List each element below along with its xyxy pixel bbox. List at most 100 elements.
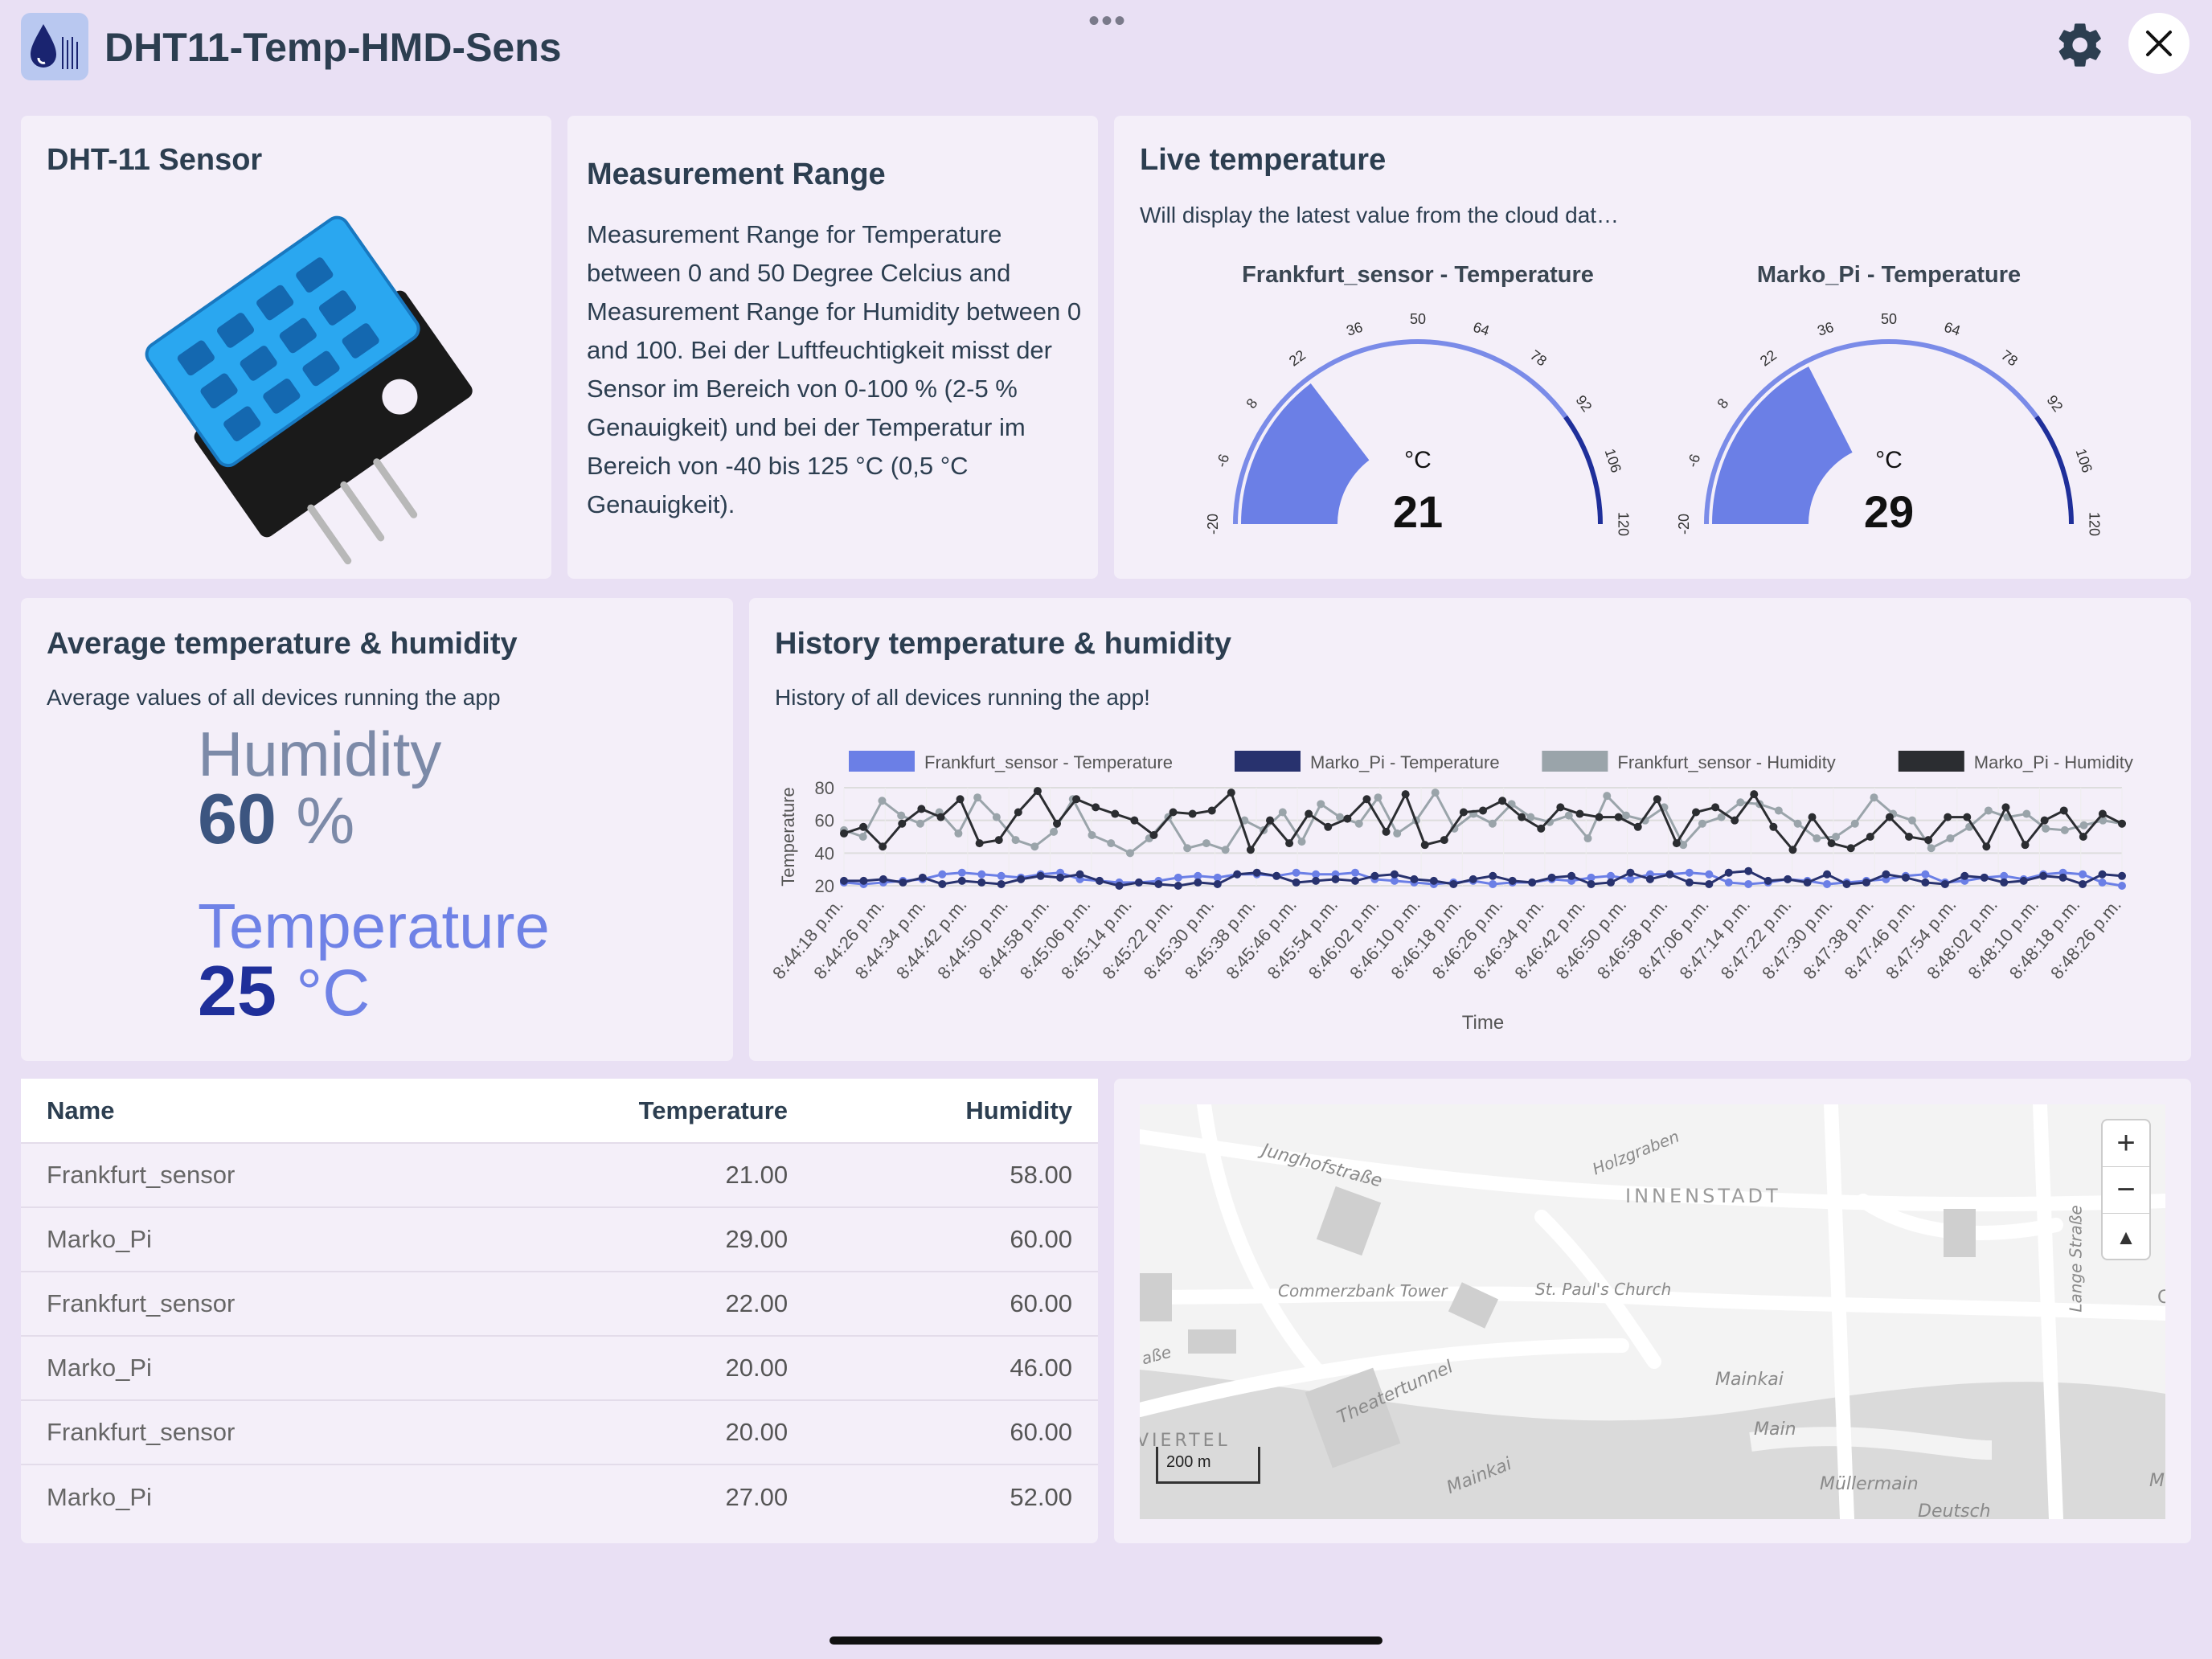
cell-temperature: 22.00 xyxy=(452,1271,814,1336)
data-point xyxy=(994,836,1003,845)
map-view[interactable]: Junghofstraße Holzgraben INNENSTADT Comm… xyxy=(1140,1104,2165,1519)
data-point xyxy=(1567,871,1576,880)
gauge-tick-label: 92 xyxy=(2044,392,2067,415)
data-point xyxy=(1351,876,1359,885)
table-row[interactable]: Frankfurt_sensor 22.00 60.00 xyxy=(21,1271,1098,1336)
data-point xyxy=(1393,829,1402,838)
table-row[interactable]: Marko_Pi 29.00 60.00 xyxy=(21,1206,1098,1272)
column-header-name[interactable]: Name xyxy=(21,1079,453,1143)
gauge-tick-label: 106 xyxy=(2073,447,2095,475)
temperature-gauge: -20 -6 8 22 36 50 64 78 92 106 120 xyxy=(1205,311,1632,536)
gear-icon[interactable] xyxy=(2054,19,2106,71)
column-header-temperature[interactable]: Temperature xyxy=(452,1079,814,1143)
data-point xyxy=(1351,868,1359,877)
window-menu-dots[interactable]: ••• xyxy=(1088,3,1128,39)
data-point xyxy=(1130,816,1139,825)
data-point xyxy=(1410,875,1419,883)
legend-label: Frankfurt_sensor - Temperature xyxy=(924,752,1173,772)
data-point xyxy=(2099,816,2108,825)
table-row[interactable]: Marko_Pi 20.00 46.00 xyxy=(21,1335,1098,1400)
close-button[interactable] xyxy=(2128,13,2189,74)
data-point xyxy=(1498,797,1507,805)
map-label: INNENSTADT xyxy=(1625,1185,1781,1207)
data-point xyxy=(1827,839,1836,848)
temperature-unit: °C xyxy=(296,956,371,1030)
data-point xyxy=(1266,816,1274,825)
data-point xyxy=(898,819,907,828)
data-point xyxy=(1547,873,1556,882)
data-point xyxy=(1382,827,1391,836)
data-point xyxy=(2000,871,2009,880)
data-point xyxy=(1233,870,1242,879)
cell-name: Frankfurt_sensor xyxy=(21,1142,453,1207)
data-point xyxy=(1808,813,1817,821)
app-title: DHT11-Temp-HMD-Sens xyxy=(104,25,562,70)
map-label: M xyxy=(2149,1471,2165,1491)
data-point xyxy=(1202,839,1210,848)
zoom-out-button[interactable]: − xyxy=(2103,1167,2149,1214)
legend-swatch xyxy=(849,751,915,772)
data-point xyxy=(1343,814,1352,823)
data-point xyxy=(1489,871,1497,880)
data-point xyxy=(1227,789,1235,797)
data-point xyxy=(1626,868,1635,877)
table-row[interactable]: Marko_Pi 27.00 52.00 xyxy=(21,1464,1098,1529)
gauge-fill xyxy=(1241,383,1370,524)
data-point xyxy=(1096,876,1104,885)
compass-button[interactable]: ▲ xyxy=(2116,1224,2136,1249)
data-point xyxy=(1850,819,1859,828)
gauge-tick-label: 78 xyxy=(1998,347,2021,370)
data-point xyxy=(936,813,945,821)
live-temperature-title: Live temperature xyxy=(1140,143,1387,177)
gauge-tick-label: 106 xyxy=(1602,447,1624,475)
data-point xyxy=(1607,871,1615,880)
data-point xyxy=(2079,879,2087,888)
gauge-value: 29 xyxy=(1863,486,1915,537)
data-point xyxy=(879,875,887,883)
data-point xyxy=(1672,839,1681,848)
data-point xyxy=(1449,879,1458,888)
data-point xyxy=(1362,795,1371,804)
data-point xyxy=(977,870,986,879)
history-title: History temperature & humidity xyxy=(775,627,1231,661)
data-point xyxy=(1587,873,1596,882)
data-point xyxy=(1595,813,1604,821)
humidity-value: 60 xyxy=(198,779,276,858)
data-point xyxy=(1272,871,1281,880)
data-point xyxy=(997,879,1006,888)
temperature-label: Temperature xyxy=(198,891,550,961)
data-point xyxy=(1011,836,1020,845)
gauge-fill xyxy=(1712,366,1853,524)
map-label: Main xyxy=(1754,1419,1796,1440)
data-point xyxy=(973,793,982,802)
data-point xyxy=(1982,842,1991,851)
data-point xyxy=(1188,809,1197,818)
data-point xyxy=(1885,813,1894,821)
measurement-range-text: Measurement Range for Temperature betwee… xyxy=(587,220,1082,518)
cell-temperature: 27.00 xyxy=(452,1464,814,1529)
data-point xyxy=(1429,876,1438,885)
home-indicator[interactable] xyxy=(830,1636,1382,1645)
data-point xyxy=(992,813,1001,821)
data-point xyxy=(1621,811,1630,820)
legend-label: Frankfurt_sensor - Humidity xyxy=(1617,752,1835,772)
data-point xyxy=(1033,787,1042,796)
table-row[interactable]: Frankfurt_sensor 21.00 58.00 xyxy=(21,1142,1098,1207)
data-point xyxy=(1125,849,1134,858)
gauge-tick-label: -6 xyxy=(1684,452,1703,469)
data-point xyxy=(1607,878,1615,887)
data-point xyxy=(1614,813,1623,821)
gauge-tick-label: 92 xyxy=(1573,392,1596,415)
data-point xyxy=(1724,868,1733,877)
data-point xyxy=(1174,882,1182,890)
zoom-in-button[interactable]: + xyxy=(2103,1120,2149,1167)
measurement-range-card xyxy=(567,116,1098,579)
data-point xyxy=(1401,790,1410,799)
legend-swatch xyxy=(1235,751,1301,772)
sensor-card: DHT-11 Sensor xyxy=(21,116,551,579)
data-point xyxy=(879,842,887,851)
history-subtitle: History of all devices running the app! xyxy=(775,685,1150,710)
data-point xyxy=(1905,833,1913,841)
column-header-humidity[interactable]: Humidity xyxy=(813,1079,1098,1143)
table-row[interactable]: Frankfurt_sensor 20.00 60.00 xyxy=(21,1399,1098,1464)
